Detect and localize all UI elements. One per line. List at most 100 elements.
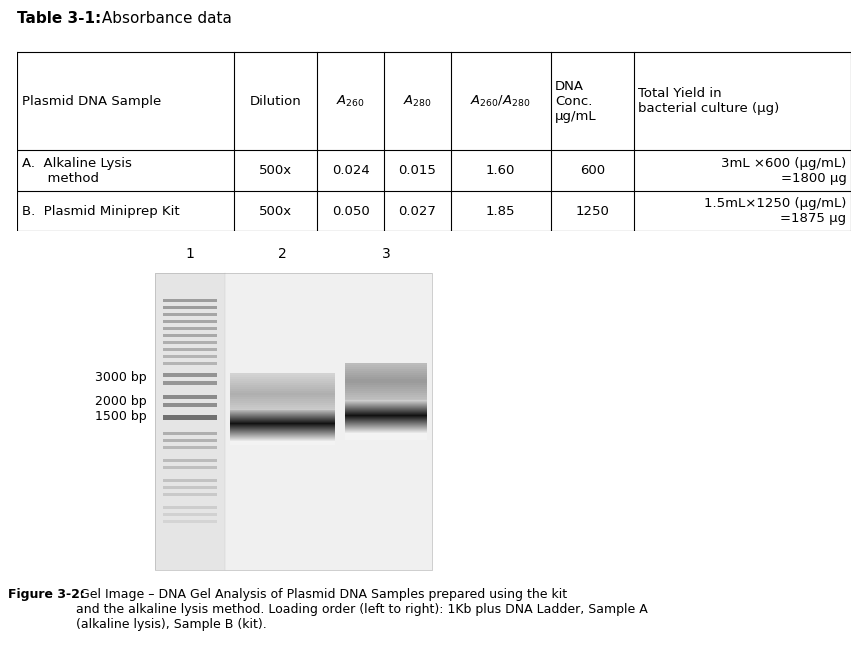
Bar xyxy=(345,371,427,373)
Text: Total Yield in
bacterial culture (μg): Total Yield in bacterial culture (μg) xyxy=(638,87,779,115)
Bar xyxy=(163,355,217,358)
Bar xyxy=(345,432,427,433)
Bar xyxy=(345,367,427,369)
Bar xyxy=(345,430,427,431)
Bar xyxy=(230,420,335,421)
Text: A.  Alkaline Lysis
      method: A. Alkaline Lysis method xyxy=(22,157,131,184)
Bar xyxy=(345,403,427,404)
Bar xyxy=(345,407,427,408)
Bar xyxy=(345,423,427,424)
Bar xyxy=(230,426,335,427)
Bar xyxy=(230,401,335,403)
Bar xyxy=(163,446,217,449)
Bar xyxy=(345,410,427,411)
Bar xyxy=(345,408,427,410)
Bar xyxy=(345,421,427,422)
Bar xyxy=(163,340,217,344)
Bar xyxy=(345,429,427,430)
Bar xyxy=(345,407,427,409)
Bar xyxy=(345,437,427,438)
Bar xyxy=(345,385,427,387)
Bar xyxy=(163,305,217,309)
Bar xyxy=(345,431,427,432)
Bar xyxy=(163,479,217,482)
Text: $A_{260}/A_{280}$: $A_{260}/A_{280}$ xyxy=(470,93,531,108)
Text: Plasmid DNA Sample: Plasmid DNA Sample xyxy=(22,95,161,108)
Text: Table 3-1:: Table 3-1: xyxy=(17,11,102,26)
Bar xyxy=(230,412,335,413)
Bar xyxy=(345,426,427,427)
Bar xyxy=(345,436,427,437)
Bar xyxy=(345,401,427,402)
Bar xyxy=(345,422,427,423)
Text: Figure 3-2:: Figure 3-2: xyxy=(8,588,85,601)
Bar xyxy=(163,493,217,496)
Bar xyxy=(345,410,427,412)
Bar xyxy=(345,433,427,434)
Text: $A_{280}$: $A_{280}$ xyxy=(403,93,431,108)
Bar xyxy=(163,381,217,385)
Bar xyxy=(345,416,427,418)
Bar xyxy=(230,429,335,430)
Bar xyxy=(163,432,217,435)
Bar xyxy=(155,272,432,570)
Bar xyxy=(230,410,335,413)
Text: DNA
Conc.
μg/mL: DNA Conc. μg/mL xyxy=(555,79,596,122)
Bar xyxy=(345,404,427,405)
Text: 1.60: 1.60 xyxy=(486,164,516,177)
Bar xyxy=(230,381,335,383)
Bar xyxy=(230,437,335,438)
Bar xyxy=(230,439,335,440)
Bar xyxy=(230,418,335,419)
Bar xyxy=(230,432,335,433)
Bar xyxy=(345,393,427,395)
Bar xyxy=(230,433,335,434)
Text: 1.5mL×1250 (μg/mL)
=1875 μg: 1.5mL×1250 (μg/mL) =1875 μg xyxy=(704,197,846,225)
Text: 3: 3 xyxy=(382,247,391,260)
Bar xyxy=(230,385,335,387)
Bar xyxy=(230,393,335,395)
Bar xyxy=(345,408,427,409)
Bar xyxy=(230,438,335,439)
Bar xyxy=(163,466,217,469)
Bar xyxy=(230,425,335,426)
Bar xyxy=(230,443,335,444)
Text: 3mL ×600 (μg/mL)
=1800 μg: 3mL ×600 (μg/mL) =1800 μg xyxy=(721,157,846,184)
Bar xyxy=(345,418,427,419)
Bar xyxy=(225,272,340,570)
Bar xyxy=(230,423,335,424)
Bar xyxy=(230,405,335,407)
Bar xyxy=(163,459,217,462)
Bar xyxy=(230,428,335,429)
Bar xyxy=(163,299,217,301)
Bar xyxy=(345,391,427,393)
Bar xyxy=(230,410,335,412)
Bar xyxy=(345,381,427,383)
Text: 500x: 500x xyxy=(260,164,293,177)
Bar xyxy=(230,412,335,414)
Bar xyxy=(345,363,427,365)
Bar xyxy=(230,424,335,425)
Bar xyxy=(345,395,427,397)
Bar xyxy=(230,391,335,393)
Bar xyxy=(345,402,427,403)
Bar xyxy=(230,421,335,422)
Text: Absorbance data: Absorbance data xyxy=(96,11,232,26)
Bar xyxy=(345,425,427,426)
Bar xyxy=(230,375,335,377)
Bar xyxy=(230,427,335,428)
Text: 0.027: 0.027 xyxy=(398,205,437,217)
Bar xyxy=(345,416,427,417)
Bar xyxy=(345,405,427,406)
Bar xyxy=(163,520,217,523)
Bar xyxy=(345,427,427,428)
Bar xyxy=(345,434,427,435)
Bar xyxy=(345,419,427,420)
Bar xyxy=(345,439,427,440)
Text: 1.85: 1.85 xyxy=(486,205,516,217)
Bar xyxy=(345,369,427,371)
Bar xyxy=(230,379,335,381)
Bar xyxy=(345,435,427,436)
Bar xyxy=(345,414,427,415)
Bar xyxy=(230,436,335,437)
